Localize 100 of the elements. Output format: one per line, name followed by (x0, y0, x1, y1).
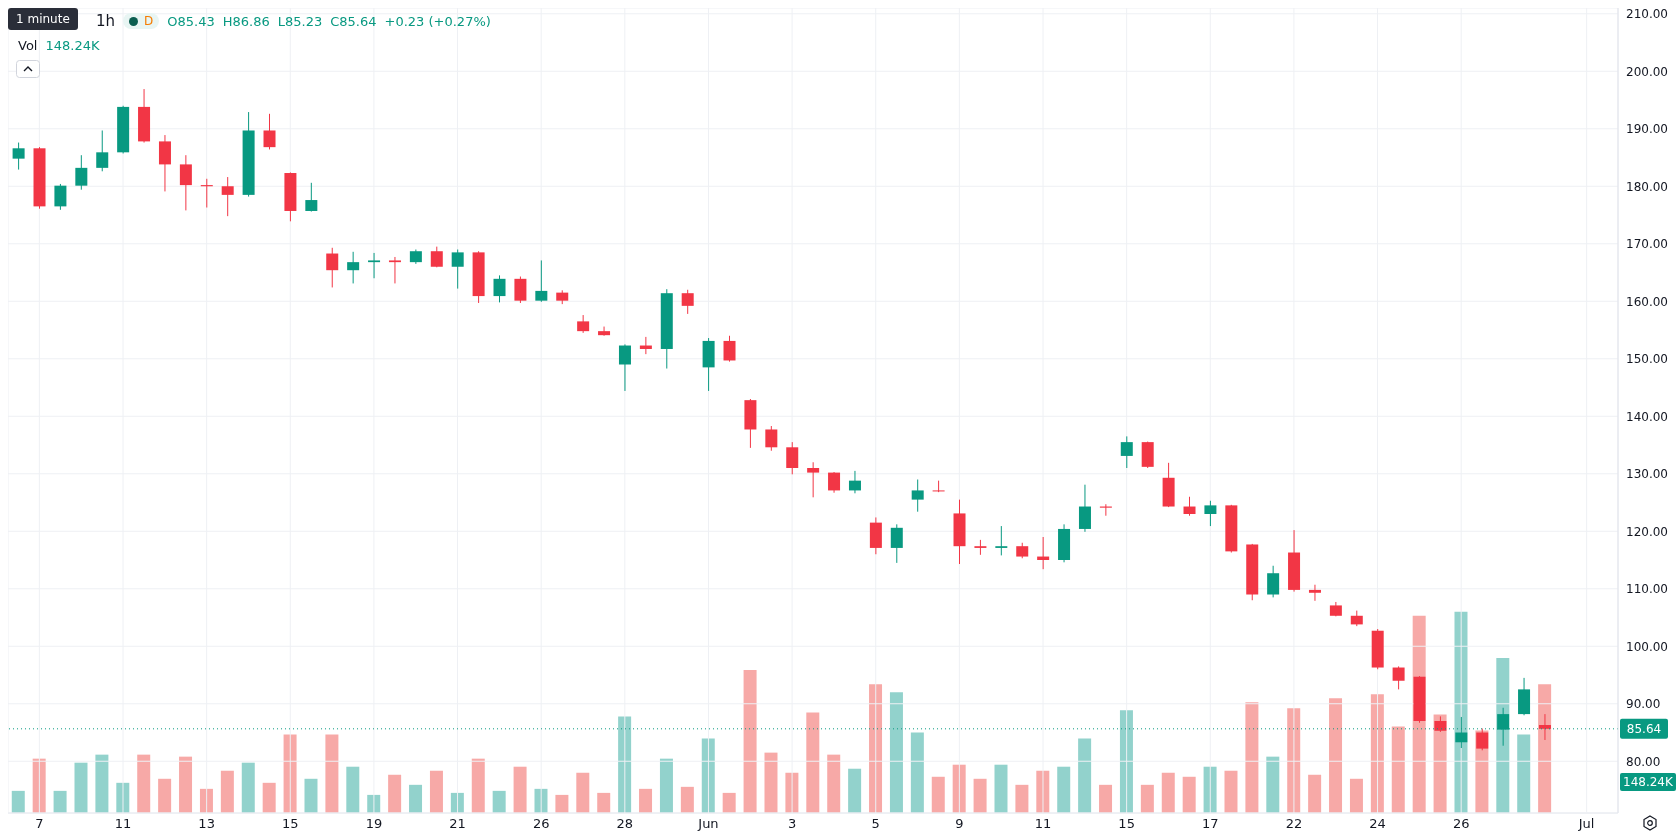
candlestick (1476, 727, 1489, 751)
annotation: 1 minute (8, 8, 78, 30)
bar (11, 790, 25, 813)
candlestick (54, 183, 67, 211)
candlestick (1183, 496, 1196, 517)
y-tick-label: 140.00 (1626, 409, 1668, 424)
candlestick (807, 461, 820, 498)
annotation: +0.23 (+0.27%) (384, 13, 491, 29)
candlestick (723, 335, 736, 363)
bar (1203, 766, 1217, 813)
y-tick-label: 170.00 (1626, 237, 1668, 252)
x-tick-label: 13 (198, 816, 215, 831)
y-tick-label: 190.00 (1626, 122, 1668, 137)
bar (1266, 756, 1280, 813)
bar (137, 754, 151, 813)
candlestick (179, 154, 192, 211)
candlestick (535, 259, 548, 303)
bar (722, 792, 736, 813)
bar (1057, 766, 1071, 813)
candlestick (995, 525, 1008, 556)
bar (889, 692, 903, 813)
bar (1538, 684, 1552, 813)
candlestick (12, 142, 25, 171)
bar (1015, 784, 1029, 813)
x-tick-label: 17 (1202, 816, 1219, 831)
bar (1161, 772, 1175, 813)
x-tick-label: 5 (871, 816, 880, 831)
annotation: H86.86 (222, 13, 270, 29)
bar (973, 778, 987, 813)
bar (659, 758, 673, 813)
bar (220, 770, 234, 813)
bar (346, 766, 360, 813)
candlestick (1120, 435, 1133, 469)
bar (1517, 734, 1531, 813)
x-tick-label: 15 (1118, 816, 1135, 831)
bar (1454, 611, 1468, 813)
text: 148.24K (1620, 773, 1676, 791)
bar (325, 734, 339, 813)
bar (764, 752, 778, 813)
x-tick-label: 26 (532, 816, 550, 831)
y-tick-label: 160.00 (1626, 294, 1668, 309)
candlestick (75, 154, 88, 191)
bar (95, 754, 109, 813)
bar (994, 764, 1008, 813)
y-tick-label: 180.00 (1626, 179, 1668, 194)
x-tick-label: 19 (365, 816, 383, 831)
bar (471, 758, 485, 813)
candlestick (618, 343, 631, 392)
bar (409, 784, 423, 813)
candlestick (221, 176, 234, 217)
candlestick (347, 251, 360, 284)
candlestick (1204, 500, 1217, 527)
y-tick-label: 130.00 (1626, 467, 1668, 482)
candlestick (911, 479, 924, 513)
bar (1349, 778, 1363, 813)
bar (555, 794, 569, 813)
annotation: C85.64 (330, 13, 377, 29)
candlestick (1308, 584, 1321, 602)
bar (74, 762, 88, 813)
chart-title: 1h (96, 12, 116, 30)
x-tick-label: 15 (282, 816, 299, 831)
candlestick (598, 326, 611, 337)
candlestick (96, 129, 109, 172)
bar (680, 786, 694, 813)
candlestick (848, 470, 861, 494)
bar (827, 754, 841, 813)
bar (1078, 738, 1092, 813)
y-tick-label: 120.00 (1626, 524, 1668, 539)
candlestick (1392, 665, 1405, 690)
ref-line-label: 85.64 (1626, 721, 1662, 736)
x-tick-label: 7 (35, 816, 44, 831)
candlestick (158, 134, 171, 192)
annotation: O85.43 (167, 13, 215, 29)
annotation: 148.24K (45, 38, 100, 53)
bar (1245, 702, 1259, 813)
bar (1391, 726, 1405, 813)
bar (1308, 774, 1322, 813)
candlestick (451, 249, 464, 290)
bar (576, 772, 590, 813)
bar (597, 792, 611, 813)
y-tick-label: 110.00 (1626, 582, 1668, 597)
y-tick-label: 90.00 (1626, 697, 1661, 712)
candlestick (1078, 484, 1091, 533)
bar (388, 774, 402, 813)
y-tick-label: 150.00 (1626, 352, 1668, 367)
bar (618, 716, 632, 813)
bar (492, 790, 506, 813)
bar (910, 732, 924, 813)
candlestick (890, 523, 903, 564)
x-tick-label: 3 (787, 816, 797, 831)
bar (931, 776, 945, 813)
bar (1224, 770, 1238, 813)
x-tick-label: 22 (1285, 816, 1303, 831)
y-tick-label: 210.00 (1626, 7, 1668, 22)
bar (158, 778, 172, 813)
x-tick-label: 24 (1369, 816, 1386, 831)
candlestick (681, 289, 694, 315)
bar (1140, 784, 1154, 813)
candlestick (1538, 713, 1551, 741)
candlestick (263, 113, 276, 150)
